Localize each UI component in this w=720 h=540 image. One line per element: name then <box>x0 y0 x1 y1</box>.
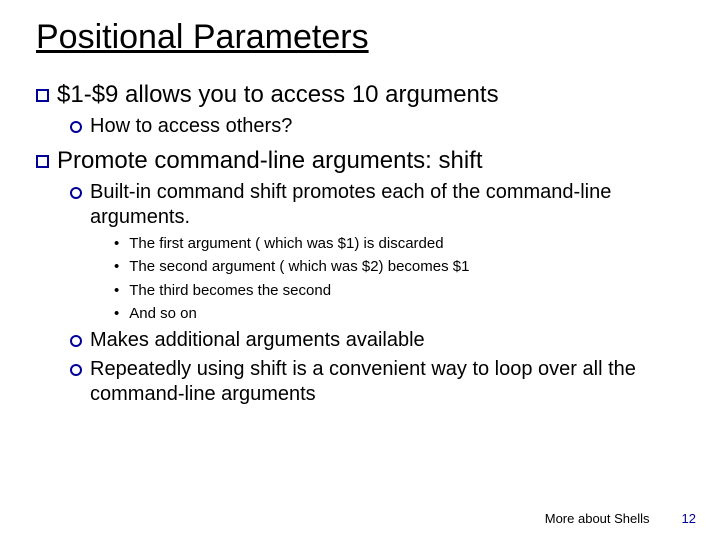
dot-bullet-icon: • <box>114 257 119 277</box>
bullet-text: $1-$9 allows you to access 10 arguments <box>57 81 499 110</box>
bullet-text: How to access others? <box>90 114 292 139</box>
bullet-level2: Makes additional arguments available <box>70 328 684 353</box>
circle-bullet-icon <box>70 335 82 347</box>
bullet-level3: • The first argument ( which was $1) is … <box>114 234 684 254</box>
dot-bullet-icon: • <box>114 281 119 301</box>
circle-bullet-icon <box>70 364 82 376</box>
dot-bullet-icon: • <box>114 304 119 324</box>
circle-bullet-icon <box>70 187 82 199</box>
bullet-level3: • The third becomes the second <box>114 281 684 301</box>
bullet-level3: • The second argument ( which was $2) be… <box>114 257 684 277</box>
bullet-text: The first argument ( which was $1) is di… <box>129 234 443 254</box>
bullet-text: And so on <box>129 304 197 324</box>
bullet-level3: • And so on <box>114 304 684 324</box>
bullet-level1: Promote command-line arguments: shift <box>36 147 684 176</box>
bullet-text: Built-in command shift promotes each of … <box>90 180 684 230</box>
page-number: 12 <box>682 511 696 526</box>
bullet-text: Repeatedly using shift is a convenient w… <box>90 357 684 407</box>
bullet-level1: $1-$9 allows you to access 10 arguments <box>36 81 684 110</box>
bullet-level2: How to access others? <box>70 114 684 139</box>
dot-bullet-icon: • <box>114 234 119 254</box>
bullet-text: The second argument ( which was $2) beco… <box>129 257 469 277</box>
bullet-level2: Built-in command shift promotes each of … <box>70 180 684 230</box>
bullet-text: Promote command-line arguments: shift <box>57 147 483 176</box>
footer-label: More about Shells <box>545 511 650 526</box>
circle-bullet-icon <box>70 121 82 133</box>
bullet-text: The third becomes the second <box>129 281 331 301</box>
bullet-level2: Repeatedly using shift is a convenient w… <box>70 357 684 407</box>
square-bullet-icon <box>36 155 49 168</box>
slide-title: Positional Parameters <box>36 18 684 57</box>
bullet-text: Makes additional arguments available <box>90 328 425 353</box>
slide-footer: More about Shells 12 <box>545 511 696 526</box>
square-bullet-icon <box>36 89 49 102</box>
